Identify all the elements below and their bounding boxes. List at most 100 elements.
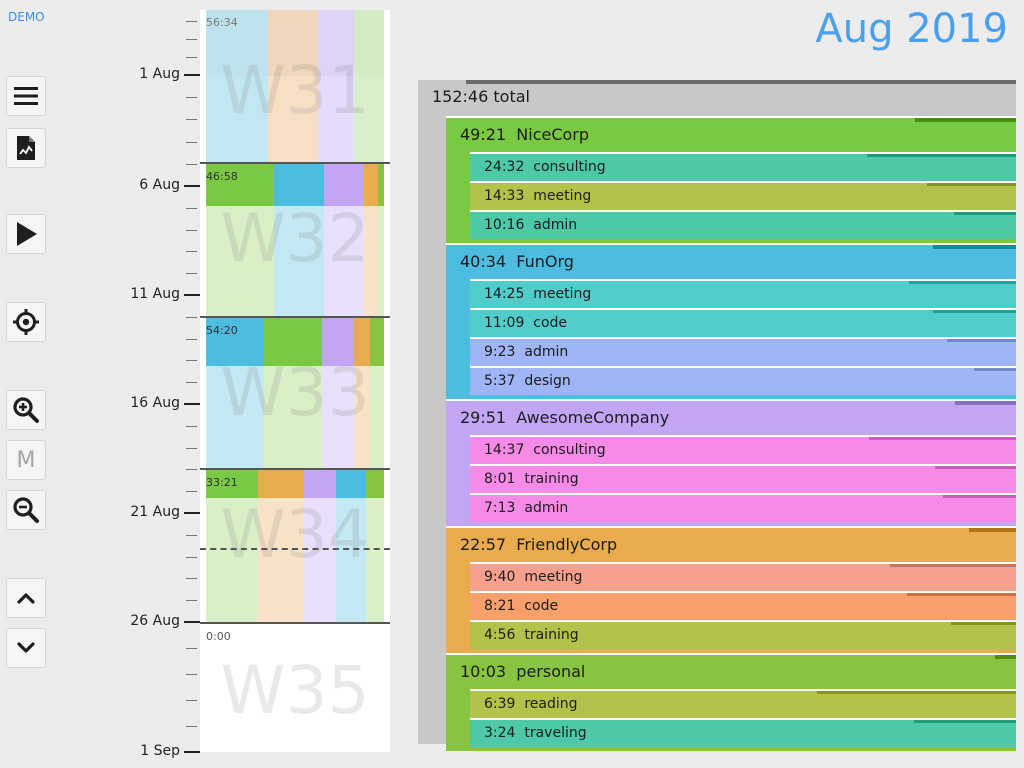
subcategory-row-admin[interactable]: 10:16 admin: [470, 210, 1016, 239]
subcategory-progress-bar: [933, 310, 1016, 313]
category-progress-bar: [915, 118, 1016, 122]
week-label: W35: [220, 652, 370, 729]
zoom-in-button[interactable]: [6, 390, 46, 430]
subcategory-progress-bar: [947, 339, 1016, 342]
category-label: 22:57 FriendlyCorp: [460, 535, 617, 554]
week-row[interactable]: 0:00 W35: [200, 624, 390, 752]
subcategory-row-consulting[interactable]: 14:37 consulting: [470, 435, 1016, 464]
axis-minor-tick: [186, 382, 197, 383]
category-row-personal[interactable]: 10:03 personal: [446, 653, 1016, 689]
subcategory-time: 7:13: [484, 500, 516, 516]
axis-minor-tick: [186, 648, 197, 649]
menu-button[interactable]: [6, 76, 46, 116]
scroll-up-button[interactable]: [6, 578, 46, 618]
axis-major-tick: [184, 512, 200, 514]
category-row-awesomecompany[interactable]: 29:51 AwesomeCompany: [446, 399, 1016, 435]
zoom-out-button[interactable]: [6, 490, 46, 530]
subcategory-label: 10:16 admin: [484, 217, 577, 233]
crosshair-icon: [13, 309, 39, 335]
zoom-in-icon: [13, 397, 39, 423]
month-title[interactable]: Aug 2019: [815, 6, 1008, 52]
category-name: FunOrg: [516, 252, 574, 271]
subcategory-row-code[interactable]: 11:09 code: [470, 308, 1016, 337]
category-progress-bar: [969, 528, 1016, 532]
total-row[interactable]: 152:46 total: [418, 80, 1016, 114]
axis-minor-tick: [186, 119, 197, 120]
subcategory-row-code[interactable]: 8:21 code: [470, 591, 1016, 620]
week-total: 54:20: [206, 324, 238, 337]
locate-now-button[interactable]: [6, 302, 46, 342]
axis-minor-tick: [186, 230, 197, 231]
category-label: 40:34 FunOrg: [460, 252, 574, 271]
subcategory-progress-bar: [867, 154, 1016, 157]
subcategory-row-meeting[interactable]: 14:33 meeting: [470, 181, 1016, 210]
subcategory-progress-bar: [954, 212, 1016, 215]
subcategory-row-meeting[interactable]: 14:25 meeting: [470, 279, 1016, 308]
axis-minor-tick: [186, 317, 197, 318]
subcategory-label: 11:09 code: [484, 315, 567, 331]
axis-minor-tick: [186, 57, 197, 58]
subcategory-row-consulting[interactable]: 24:32 consulting: [470, 152, 1016, 181]
week-separator: [200, 622, 390, 624]
subcategory-row-training[interactable]: 8:01 training: [470, 464, 1016, 493]
scroll-down-button[interactable]: [6, 628, 46, 668]
subcategory-label: 8:01 training: [484, 471, 579, 487]
month-zoom-button[interactable]: M: [6, 440, 46, 480]
week-timeline[interactable]: 56:34 W31 46:58 W32 54:20 W33: [200, 10, 390, 752]
subcategory-label: 9:23 admin: [484, 344, 568, 360]
subcategory-name: consulting: [533, 159, 606, 175]
summary-tree: 152:46 total 49:21 NiceCorp 24:32 consulti…: [418, 80, 1016, 751]
week-row[interactable]: 46:58 W32: [200, 164, 390, 316]
week-row[interactable]: 54:20 W33: [200, 318, 390, 468]
subcategory-progress-bar: [927, 183, 1016, 186]
play-button[interactable]: [6, 214, 46, 254]
category-row-nicecorp[interactable]: 49:21 NiceCorp: [446, 116, 1016, 152]
axis-major-tick: [184, 74, 200, 76]
subcategory-row-reading[interactable]: 6:39 reading: [470, 689, 1016, 718]
category-row-funorg[interactable]: 40:34 FunOrg: [446, 243, 1016, 279]
subcategory-progress-bar: [935, 466, 1016, 469]
subcategory-time: 14:33: [484, 188, 525, 204]
subcategory-row-admin[interactable]: 7:13 admin: [470, 493, 1016, 522]
week-row[interactable]: 33:21 W34: [200, 470, 390, 622]
category-row-friendlycorp[interactable]: 22:57 FriendlyCorp: [446, 526, 1016, 562]
axis-major-tick: [184, 185, 200, 187]
axis-minor-tick: [186, 39, 197, 40]
category-name: NiceCorp: [516, 125, 590, 144]
category-time: 22:57: [460, 535, 507, 554]
subcategory-time: 8:01: [484, 471, 516, 487]
week-label: W31: [220, 52, 370, 129]
subcategory-row-meeting[interactable]: 9:40 meeting: [470, 562, 1016, 591]
subcategory-name: admin: [533, 217, 578, 233]
subcategory-time: 6:39: [484, 696, 516, 712]
subcategory-label: 8:21 code: [484, 598, 558, 614]
subcategory-name: training: [524, 627, 579, 643]
category-progress-bar: [995, 655, 1016, 659]
subcategory-time: 9:40: [484, 569, 516, 585]
subcategory-time: 3:24: [484, 725, 516, 741]
subcategory-progress-bar: [869, 437, 1016, 440]
subcategory-name: consulting: [533, 442, 606, 458]
subcategory-name: meeting: [533, 286, 592, 302]
report-icon: [17, 136, 35, 160]
subcategory-name: meeting: [533, 188, 592, 204]
subcategory-name: admin: [524, 344, 569, 360]
subcategory-row-traveling[interactable]: 3:24 traveling: [470, 718, 1016, 747]
axis-minor-tick: [186, 97, 197, 98]
subcategory-progress-bar: [951, 622, 1016, 625]
subcategory-row-admin[interactable]: 9:23 admin: [470, 337, 1016, 366]
week-row[interactable]: 56:34 W31: [200, 10, 390, 162]
week-total: 33:21: [206, 476, 238, 489]
category-time: 10:03: [460, 662, 507, 681]
total-name: total: [493, 87, 530, 106]
week-label: W34: [220, 496, 370, 573]
axis-minor-tick: [186, 273, 197, 274]
axis-date-label: 26 Aug: [130, 613, 180, 629]
demo-badge: DEMO: [8, 10, 45, 24]
subcategory-row-design[interactable]: 5:37 design: [470, 366, 1016, 395]
total-time: 152:46: [432, 87, 489, 106]
subcategory-row-training[interactable]: 4:56 training: [470, 620, 1016, 649]
category-time: 40:34: [460, 252, 507, 271]
report-button[interactable]: [6, 128, 46, 168]
axis-date-label: 1 Sep: [140, 743, 180, 759]
